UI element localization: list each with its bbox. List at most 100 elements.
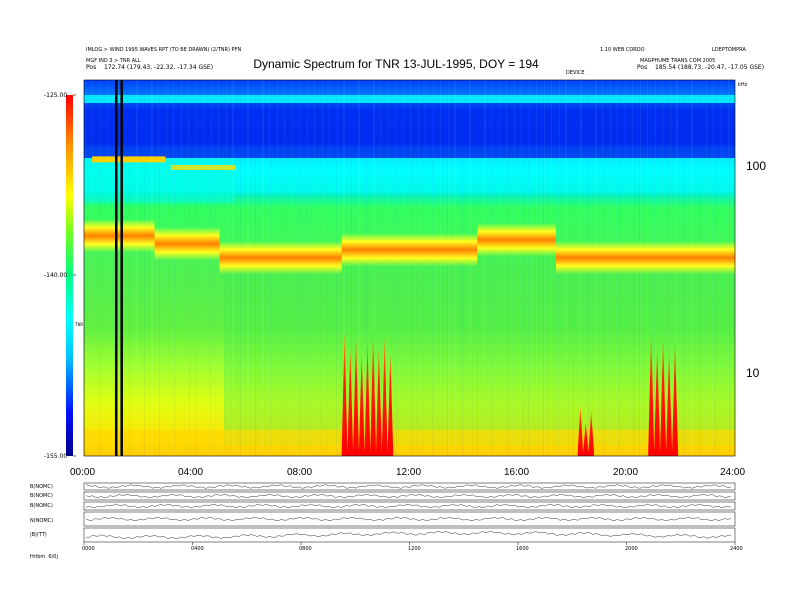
panel-x-tick-3: 1200: [408, 546, 421, 552]
bottom-label: Hrlbm. 6/0j: [30, 554, 58, 560]
spectrum-streak: [388, 80, 389, 456]
line-panels: [83, 482, 736, 545]
spectrum-streak: [196, 80, 197, 456]
spectrum-streak: [448, 80, 449, 456]
spectrum-streak: [152, 80, 153, 456]
panel-label-1: B(NOMC): [30, 493, 53, 499]
line-panel-trace: [85, 530, 732, 540]
x-tick-4: 16:00: [504, 467, 530, 478]
plasma-line-band: [477, 223, 556, 257]
spectrum-streak: [491, 80, 492, 456]
spectrum-streak: [373, 80, 374, 456]
radio-burst: [341, 330, 394, 456]
spectrum-streak: [544, 80, 545, 456]
plasma-line-band: [219, 241, 342, 275]
spectrum-streak: [351, 80, 352, 456]
header-right-line2: MAGPHUME TRANS COM 2005: [640, 58, 716, 64]
chart-title: Dynamic Spectrum for TNR 13-JUL-1995, DO…: [253, 57, 539, 71]
spectrum-streak: [425, 80, 426, 456]
spectrum-streak: [158, 80, 159, 456]
header-right-line1b: LDEPTOMPRA: [712, 47, 746, 53]
header-left-pos-value: 172.74 (179.43, -22.32, -17.34 GSE): [104, 64, 214, 71]
panel-x-tick-2: 0800: [299, 546, 312, 552]
spectrum-streak: [410, 80, 411, 456]
spectrum-streak: [469, 80, 470, 456]
header-right-line1: 1.10 WEB CORDO: [600, 47, 645, 53]
spectrum-streak: [129, 80, 130, 456]
early-emission: [170, 164, 236, 170]
spectrum-streak: [166, 80, 167, 456]
radio-burst: [648, 330, 679, 456]
panel-x-tick-5: 2000: [625, 546, 638, 552]
spectrum-streak: [440, 80, 441, 456]
spectrum-streak: [396, 80, 397, 456]
plasma-line-band: [154, 227, 220, 261]
spectrum-streak: [99, 80, 100, 456]
y-tick-100: 100: [746, 159, 767, 173]
x-tick-3: 12:00: [396, 467, 422, 478]
line-panel-trace: [85, 516, 732, 522]
colorbar-label: TNR: [75, 322, 84, 327]
spectrum-streak: [403, 80, 404, 456]
spectrum-streak: [380, 80, 381, 456]
spectrum-streak: [174, 80, 175, 456]
header-left-line1: IMLOG > WIND 1995 WAVES RPT (TO BE DRAWN…: [86, 47, 242, 53]
spectrum-streak: [484, 80, 485, 456]
spectrogram: [84, 80, 735, 456]
spectrum-streak: [137, 80, 138, 456]
line-panel-frame: [83, 482, 736, 491]
spectrum-streak: [374, 80, 375, 456]
data-gap-line: [115, 80, 118, 456]
spectrum-streak: [211, 80, 212, 456]
spectrum-streak: [144, 80, 145, 456]
spectrum-streak: [454, 80, 455, 456]
spectrum-streak: [136, 80, 137, 456]
spectrum-streak: [455, 80, 456, 456]
early-emission: [92, 156, 166, 163]
spectrum-streak: [358, 80, 359, 456]
radio-burst: [577, 405, 594, 456]
dark-band-lower: [84, 103, 735, 158]
spectrum-streak: [107, 80, 108, 456]
spectrogram-frame: [83, 79, 736, 457]
line-panel-frame: [83, 527, 736, 543]
spectrum-streak: [492, 80, 493, 456]
panel-label-3: N(NOMC): [30, 518, 54, 524]
line-panel-trace: [85, 493, 731, 499]
plasma-line-band: [555, 241, 735, 275]
dark-band-upper: [84, 80, 735, 95]
spectrum-streak: [506, 80, 507, 456]
spectrum-streak: [366, 80, 367, 456]
x-tick-0: 00:00: [70, 467, 96, 478]
header-left-line2: MGF IND 3 > TNR ALL: [86, 58, 141, 64]
spectrum-streak: [181, 80, 182, 456]
spectrum-streak: [159, 80, 160, 456]
device-label: DEVICE: [566, 70, 585, 76]
spectrum-streak: [477, 80, 478, 456]
spectrum-streak: [507, 80, 508, 456]
spectrum-streak: [151, 80, 152, 456]
header-right-pos-label: Pos: [637, 64, 648, 71]
spectrum-streak: [462, 80, 463, 456]
spectrum-streak: [85, 80, 86, 456]
line-panel-frame: [83, 501, 736, 511]
spectrum-streak: [551, 80, 552, 456]
x-tick-6: 24:00: [720, 467, 746, 478]
header-left-pos-label: Pos: [86, 64, 97, 71]
y-tick-10: 10: [746, 366, 760, 380]
colorbar-tick-mid: -140.00: [44, 272, 68, 279]
spectrum-streak: [418, 80, 419, 456]
spectrum-streak: [188, 80, 189, 456]
panel-x-tick-4: 1600: [516, 546, 529, 552]
header-right-pos-value: 185.54 (188.73, -20.47, -17.05 GSE): [655, 64, 765, 71]
cyan-band: [84, 95, 735, 103]
spectrum-streak: [411, 80, 412, 456]
spectrum-streak: [344, 80, 345, 456]
spectrum-streak: [203, 80, 204, 456]
panel-x-tick-6: 2400: [730, 546, 743, 552]
spectrum-streak: [395, 80, 396, 456]
spectrum-streak: [433, 80, 434, 456]
spectrum-streak: [536, 80, 537, 456]
panel-label-4: |B|(TT): [30, 532, 47, 538]
spectrum-streak: [173, 80, 174, 456]
